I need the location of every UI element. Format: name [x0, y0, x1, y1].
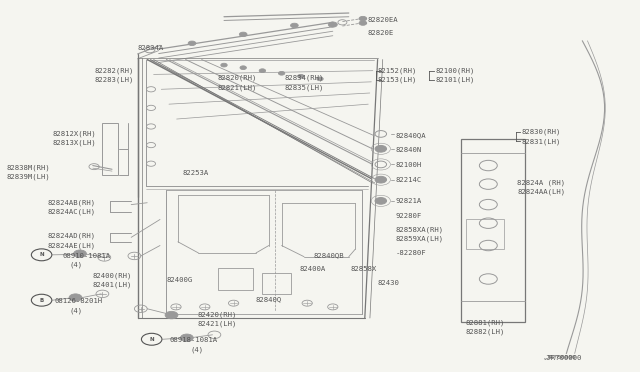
Text: 92821A: 92821A [396, 198, 422, 204]
Circle shape [240, 66, 246, 70]
Circle shape [328, 22, 337, 27]
Text: 82834A: 82834A [138, 45, 164, 51]
Text: (4): (4) [191, 346, 204, 353]
Text: 82840QB: 82840QB [314, 252, 344, 258]
Text: N: N [39, 252, 44, 257]
Text: 82881(RH): 82881(RH) [466, 320, 506, 326]
Text: 82824AA(LH): 82824AA(LH) [517, 188, 565, 195]
Text: 82821(LH): 82821(LH) [218, 84, 257, 91]
Text: 82840Q: 82840Q [256, 296, 282, 302]
Text: (4): (4) [69, 307, 83, 314]
Text: 82831(LH): 82831(LH) [522, 138, 561, 145]
Text: 08910-1081A: 08910-1081A [63, 253, 111, 259]
Text: 82820(RH): 82820(RH) [218, 75, 257, 81]
Text: .JR?00000: .JR?00000 [543, 355, 582, 361]
Bar [102, 123, 118, 175]
Text: 82253A: 82253A [182, 170, 209, 176]
Text: (4): (4) [69, 262, 83, 268]
Text: 82214C: 82214C [396, 177, 422, 183]
Text: 82420(RH): 82420(RH) [197, 311, 237, 318]
Text: 08126-8201H: 08126-8201H [54, 298, 102, 304]
Circle shape [291, 23, 298, 28]
Circle shape [74, 250, 86, 257]
Circle shape [298, 74, 304, 78]
Bar [466, 219, 504, 249]
Text: 82858X: 82858X [351, 266, 377, 272]
Bar [218, 268, 253, 290]
Text: B: B [40, 298, 44, 303]
Circle shape [278, 71, 285, 75]
Text: 82882(LH): 82882(LH) [466, 328, 506, 335]
Bar [262, 273, 291, 294]
Text: N: N [149, 337, 154, 342]
Text: .JR?00000: .JR?00000 [543, 355, 577, 360]
Circle shape [165, 311, 178, 319]
Text: 82820E: 82820E [368, 31, 394, 36]
Text: 82282(RH): 82282(RH) [95, 67, 134, 74]
Text: 82835(LH): 82835(LH) [285, 84, 324, 91]
Circle shape [69, 294, 82, 301]
Circle shape [188, 41, 196, 45]
Text: 82858XA(RH): 82858XA(RH) [396, 226, 444, 233]
Text: 82813X(LH): 82813X(LH) [52, 140, 96, 147]
Circle shape [375, 176, 387, 183]
Text: -82280F: -82280F [396, 250, 426, 256]
Text: 82824AC(LH): 82824AC(LH) [48, 209, 96, 215]
Circle shape [375, 198, 387, 204]
Text: 82101(LH): 82101(LH) [435, 77, 475, 83]
Text: 82100(RH): 82100(RH) [435, 67, 475, 74]
Text: 82824AE(LH): 82824AE(LH) [48, 242, 96, 249]
Text: 08918-1081A: 08918-1081A [170, 337, 218, 343]
Text: 82401(LH): 82401(LH) [93, 281, 132, 288]
Text: 82400G: 82400G [166, 277, 193, 283]
Text: 82430: 82430 [378, 280, 399, 286]
Circle shape [317, 77, 323, 81]
Text: 82834(RH): 82834(RH) [285, 75, 324, 81]
Circle shape [359, 16, 367, 21]
Text: 82100H: 82100H [396, 162, 422, 168]
Text: 82400A: 82400A [300, 266, 326, 272]
Text: 82824AD(RH): 82824AD(RH) [48, 233, 96, 240]
Text: 82153(LH): 82153(LH) [378, 77, 417, 83]
Text: 82812X(RH): 82812X(RH) [52, 131, 96, 137]
Text: 82839M(LH): 82839M(LH) [6, 173, 50, 180]
Bar [461, 140, 525, 322]
Circle shape [375, 145, 387, 152]
Text: 82824AB(RH): 82824AB(RH) [48, 199, 96, 206]
Text: 82824A (RH): 82824A (RH) [517, 179, 565, 186]
Text: 82283(LH): 82283(LH) [95, 77, 134, 83]
Circle shape [239, 32, 247, 36]
Text: 82421(LH): 82421(LH) [197, 320, 237, 327]
Circle shape [221, 63, 227, 67]
Text: 82838M(RH): 82838M(RH) [6, 164, 50, 171]
Text: 82859XA(LH): 82859XA(LH) [396, 235, 444, 242]
Circle shape [180, 334, 193, 341]
Circle shape [259, 69, 266, 73]
Text: 82840QA: 82840QA [396, 132, 426, 138]
Text: 82830(RH): 82830(RH) [522, 129, 561, 135]
Text: 82400(RH): 82400(RH) [93, 272, 132, 279]
Text: 82820EA: 82820EA [368, 17, 399, 23]
Text: 82152(RH): 82152(RH) [378, 67, 417, 74]
Text: 92280F: 92280F [396, 213, 422, 219]
Circle shape [359, 21, 367, 25]
Text: 82840N: 82840N [396, 147, 422, 153]
